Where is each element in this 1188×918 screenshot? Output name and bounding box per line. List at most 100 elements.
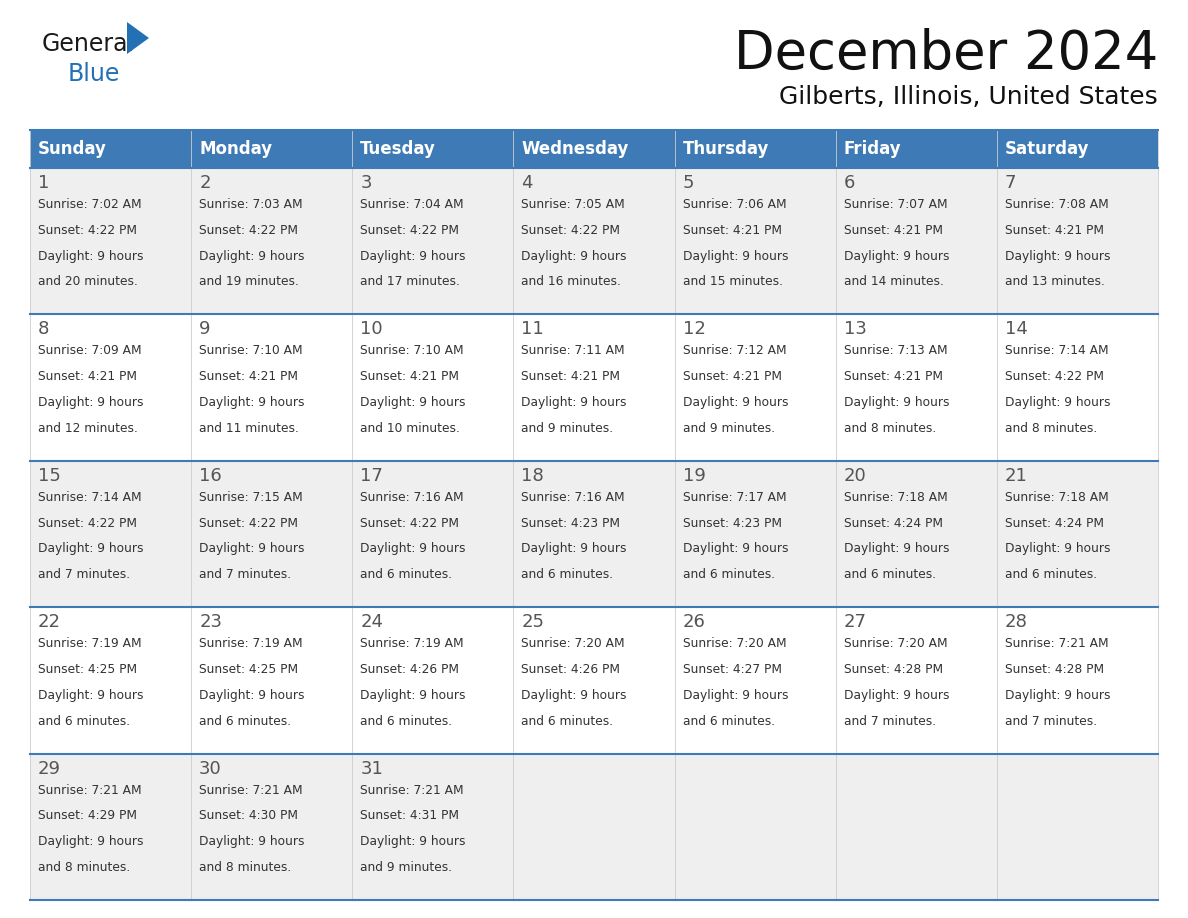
Text: 16: 16 [200,466,222,485]
Text: Daylight: 9 hours: Daylight: 9 hours [360,688,466,702]
Text: Daylight: 9 hours: Daylight: 9 hours [522,396,627,409]
Bar [513,168,675,314]
Text: Sunset: 4:27 PM: Sunset: 4:27 PM [683,663,782,676]
Bar [835,130,997,168]
Text: 12: 12 [683,320,706,339]
Text: Daylight: 9 hours: Daylight: 9 hours [843,250,949,263]
Text: Daylight: 9 hours: Daylight: 9 hours [200,688,304,702]
Text: Daylight: 9 hours: Daylight: 9 hours [1005,396,1111,409]
Text: Sunset: 4:22 PM: Sunset: 4:22 PM [522,224,620,237]
Bar [997,130,1158,168]
Text: and 10 minutes.: and 10 minutes. [360,422,460,435]
Text: Gilberts, Illinois, United States: Gilberts, Illinois, United States [779,85,1158,109]
Text: Sunrise: 7:10 AM: Sunrise: 7:10 AM [360,344,463,357]
Bar [191,754,353,900]
Text: 6: 6 [843,174,855,192]
Text: Sunrise: 7:21 AM: Sunrise: 7:21 AM [38,784,141,797]
Text: Daylight: 9 hours: Daylight: 9 hours [38,543,144,555]
Bar [997,168,1158,314]
Text: and 9 minutes.: and 9 minutes. [683,422,775,435]
Text: and 8 minutes.: and 8 minutes. [38,861,131,874]
Text: Daylight: 9 hours: Daylight: 9 hours [38,396,144,409]
Bar [353,314,513,461]
Text: and 9 minutes.: and 9 minutes. [360,861,453,874]
Text: Sunset: 4:21 PM: Sunset: 4:21 PM [843,370,943,383]
Text: General: General [42,32,135,56]
Text: 22: 22 [38,613,61,632]
Text: Sunrise: 7:16 AM: Sunrise: 7:16 AM [522,491,625,504]
Text: Sunrise: 7:04 AM: Sunrise: 7:04 AM [360,198,463,211]
Text: Sunset: 4:28 PM: Sunset: 4:28 PM [1005,663,1104,676]
Bar [30,461,191,607]
Text: and 13 minutes.: and 13 minutes. [1005,275,1105,288]
Text: Wednesday: Wednesday [522,140,628,158]
Text: Sunrise: 7:14 AM: Sunrise: 7:14 AM [1005,344,1108,357]
Text: Monday: Monday [200,140,272,158]
Text: Sunset: 4:22 PM: Sunset: 4:22 PM [38,517,137,530]
Text: Sunset: 4:28 PM: Sunset: 4:28 PM [843,663,943,676]
Text: Sunset: 4:23 PM: Sunset: 4:23 PM [522,517,620,530]
Text: Friday: Friday [843,140,902,158]
Bar [675,168,835,314]
Text: 18: 18 [522,466,544,485]
Text: Sunset: 4:31 PM: Sunset: 4:31 PM [360,810,460,823]
Text: Sunset: 4:21 PM: Sunset: 4:21 PM [843,224,943,237]
Text: Sunrise: 7:03 AM: Sunrise: 7:03 AM [200,198,303,211]
Bar [675,314,835,461]
Text: and 6 minutes.: and 6 minutes. [522,568,613,581]
Text: Sunset: 4:24 PM: Sunset: 4:24 PM [843,517,943,530]
Text: and 7 minutes.: and 7 minutes. [843,714,936,728]
Text: Daylight: 9 hours: Daylight: 9 hours [360,835,466,848]
Text: Saturday: Saturday [1005,140,1089,158]
Text: and 6 minutes.: and 6 minutes. [200,714,291,728]
Text: Sunrise: 7:09 AM: Sunrise: 7:09 AM [38,344,141,357]
Text: Sunset: 4:22 PM: Sunset: 4:22 PM [200,224,298,237]
Text: and 6 minutes.: and 6 minutes. [683,568,775,581]
Text: 5: 5 [683,174,694,192]
Bar [675,461,835,607]
Text: Sunset: 4:29 PM: Sunset: 4:29 PM [38,810,137,823]
Text: Sunset: 4:22 PM: Sunset: 4:22 PM [360,517,460,530]
Text: Sunrise: 7:20 AM: Sunrise: 7:20 AM [683,637,786,650]
Text: Sunrise: 7:19 AM: Sunrise: 7:19 AM [38,637,141,650]
Text: and 8 minutes.: and 8 minutes. [1005,422,1097,435]
Text: 23: 23 [200,613,222,632]
Text: Sunset: 4:24 PM: Sunset: 4:24 PM [1005,517,1104,530]
Text: Sunset: 4:21 PM: Sunset: 4:21 PM [683,224,782,237]
Text: Tuesday: Tuesday [360,140,436,158]
Text: Daylight: 9 hours: Daylight: 9 hours [200,396,304,409]
Text: 14: 14 [1005,320,1028,339]
Text: Daylight: 9 hours: Daylight: 9 hours [843,396,949,409]
Text: Sunday: Sunday [38,140,107,158]
Bar [30,130,191,168]
Text: Daylight: 9 hours: Daylight: 9 hours [200,543,304,555]
Text: Sunset: 4:21 PM: Sunset: 4:21 PM [360,370,460,383]
Bar [513,461,675,607]
Bar [353,607,513,754]
Text: Daylight: 9 hours: Daylight: 9 hours [200,250,304,263]
Text: Daylight: 9 hours: Daylight: 9 hours [1005,688,1111,702]
Text: Sunset: 4:22 PM: Sunset: 4:22 PM [200,517,298,530]
Text: Daylight: 9 hours: Daylight: 9 hours [522,543,627,555]
Bar [353,130,513,168]
Text: Sunset: 4:30 PM: Sunset: 4:30 PM [200,810,298,823]
Bar [191,461,353,607]
Text: Sunrise: 7:21 AM: Sunrise: 7:21 AM [1005,637,1108,650]
Text: Daylight: 9 hours: Daylight: 9 hours [38,250,144,263]
Text: Daylight: 9 hours: Daylight: 9 hours [200,835,304,848]
Text: and 6 minutes.: and 6 minutes. [360,568,453,581]
Bar [30,607,191,754]
Text: Daylight: 9 hours: Daylight: 9 hours [683,250,788,263]
Bar [835,168,997,314]
Text: and 16 minutes.: and 16 minutes. [522,275,621,288]
Bar [30,754,191,900]
Text: Daylight: 9 hours: Daylight: 9 hours [360,250,466,263]
Text: Sunset: 4:21 PM: Sunset: 4:21 PM [38,370,137,383]
Text: Sunrise: 7:21 AM: Sunrise: 7:21 AM [360,784,463,797]
Text: Sunset: 4:22 PM: Sunset: 4:22 PM [38,224,137,237]
Text: Sunset: 4:22 PM: Sunset: 4:22 PM [1005,370,1104,383]
Text: Thursday: Thursday [683,140,769,158]
Text: and 8 minutes.: and 8 minutes. [200,861,291,874]
Text: Daylight: 9 hours: Daylight: 9 hours [38,835,144,848]
Bar [353,754,513,900]
